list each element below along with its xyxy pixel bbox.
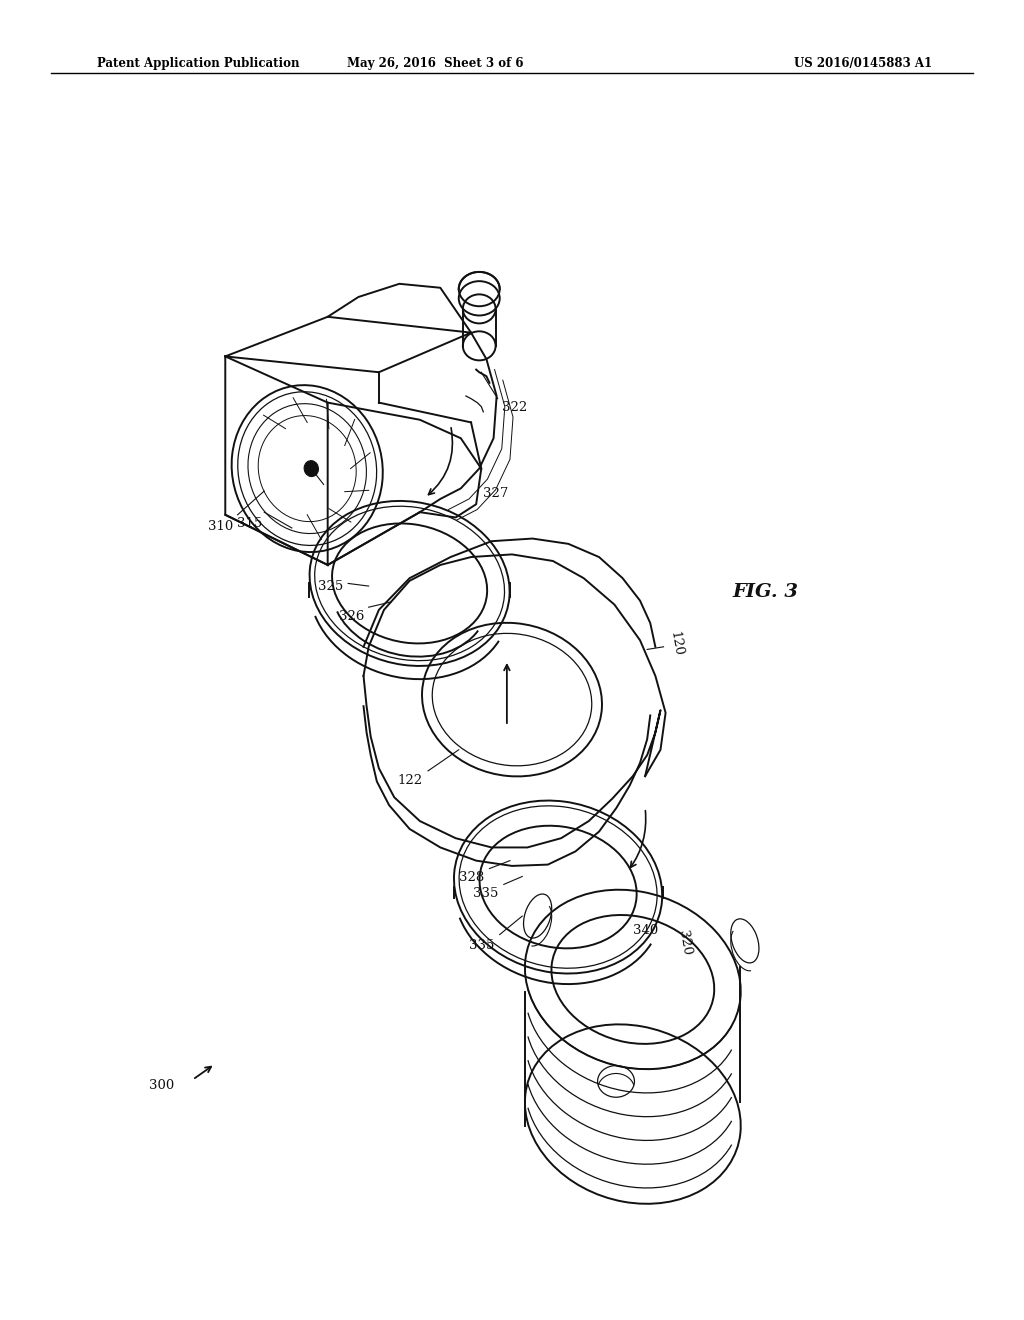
Text: 300: 300	[148, 1078, 174, 1092]
Text: 325: 325	[317, 579, 343, 593]
Text: 120: 120	[668, 631, 685, 657]
Text: 322: 322	[502, 401, 527, 414]
Text: 328: 328	[459, 871, 484, 884]
Text: 122: 122	[397, 774, 423, 787]
Text: May 26, 2016  Sheet 3 of 6: May 26, 2016 Sheet 3 of 6	[347, 57, 523, 70]
Text: 320: 320	[676, 929, 693, 957]
Text: 310: 310	[208, 520, 233, 533]
Text: 327: 327	[483, 487, 509, 500]
Ellipse shape	[304, 461, 318, 477]
Text: 335: 335	[473, 887, 499, 900]
Text: FIG. 3: FIG. 3	[732, 582, 798, 601]
Text: 335: 335	[469, 939, 495, 952]
Text: Patent Application Publication: Patent Application Publication	[97, 57, 300, 70]
Text: 315: 315	[237, 517, 262, 531]
Text: US 2016/0145883 A1: US 2016/0145883 A1	[794, 57, 932, 70]
Text: 326: 326	[339, 610, 365, 623]
Text: 340: 340	[633, 924, 658, 937]
